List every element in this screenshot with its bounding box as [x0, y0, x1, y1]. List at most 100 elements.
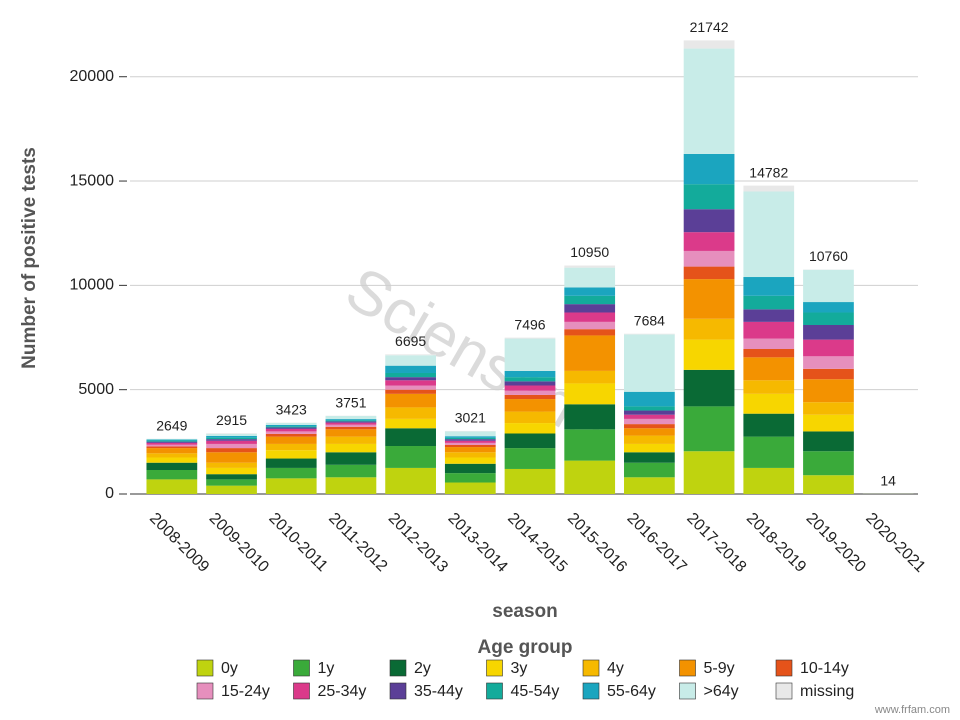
- bar-segment: [265, 427, 317, 429]
- bar-segment: [265, 431, 317, 434]
- bar-segment: [743, 393, 795, 414]
- bar-segment: [743, 467, 795, 494]
- bar-segment: [385, 372, 436, 378]
- bar-segment: [146, 448, 198, 454]
- total-label: 2915: [216, 412, 247, 428]
- bar-segment: [624, 333, 675, 335]
- bar-segment: [803, 379, 854, 403]
- bar-segment: [683, 339, 735, 370]
- bar-segment: [385, 385, 436, 390]
- bar-segment: [803, 312, 854, 326]
- x-tick-label: 2009-2010: [206, 510, 272, 576]
- bar-segment: [564, 287, 616, 296]
- bar-segment: [504, 390, 556, 395]
- bar-segment: [325, 421, 377, 423]
- x-tick-label: 2017-2018: [683, 510, 749, 576]
- bar-segment: [146, 470, 198, 480]
- legend-label: 55-64y: [607, 683, 656, 700]
- total-label: 3423: [276, 401, 307, 417]
- bar-segment: [206, 485, 257, 494]
- x-tick-label: 2019-2020: [803, 510, 869, 576]
- bar-segment: [743, 413, 795, 437]
- bar-segment: [325, 419, 377, 421]
- bar-segment: [624, 418, 675, 425]
- bar-segment: [146, 453, 198, 458]
- bar-segment: [325, 464, 377, 478]
- bar-segment: [683, 318, 735, 340]
- bar-segment: [803, 368, 854, 380]
- legend-label: 25-34y: [318, 683, 367, 700]
- bar-segment: [504, 381, 556, 386]
- y-axis-title: Number of positive tests: [19, 147, 40, 369]
- total-label: 10760: [809, 248, 848, 264]
- bar-segment: [444, 442, 496, 445]
- bar-segment: [624, 435, 675, 444]
- bar-segment: [743, 185, 795, 192]
- bar-segment: [206, 448, 257, 453]
- bar-segment: [803, 402, 854, 415]
- legend-swatch: [775, 682, 793, 700]
- bar-segment: [803, 414, 854, 432]
- bar-segment: [444, 452, 496, 458]
- y-tick-label: 15000: [70, 172, 115, 189]
- x-tick-label: 2020-2021: [862, 510, 928, 576]
- bar-segment: [743, 436, 795, 468]
- bar-segment: [325, 452, 377, 465]
- bar-segment: [683, 232, 735, 251]
- bar-segment: [444, 463, 496, 474]
- y-tick-label: 10000: [70, 277, 115, 294]
- bar-segment: [265, 422, 317, 425]
- total-label: 6695: [395, 333, 426, 349]
- bar-segment: [683, 406, 735, 452]
- credit: www.frfam.com: [874, 704, 950, 716]
- bar-segment: [206, 467, 257, 475]
- x-axis-title: season: [492, 601, 557, 622]
- bar-segment: [803, 339, 854, 357]
- bar-segment: [385, 389, 436, 394]
- bar-segment: [385, 354, 436, 356]
- bar-segment: [265, 428, 317, 432]
- bar-segment: [564, 312, 616, 322]
- total-label: 21742: [690, 19, 729, 35]
- total-label: 7496: [514, 316, 545, 332]
- bar-segment: [325, 426, 377, 430]
- bar-segment: [265, 426, 317, 428]
- bar-segment: [743, 380, 795, 394]
- bar-segment: [444, 444, 496, 448]
- bar-segment: [146, 444, 198, 447]
- legend-label: 45-54y: [511, 683, 560, 700]
- legend-swatch: [582, 659, 600, 677]
- bar-segment: [206, 479, 257, 486]
- bar-segment: [146, 462, 198, 471]
- x-tick-label: 2008-2009: [146, 510, 212, 576]
- bar-segment: [146, 479, 198, 494]
- bar-segment: [444, 439, 496, 441]
- bar-segment: [444, 457, 496, 464]
- y-tick-label: 5000: [78, 381, 114, 398]
- x-tick-label: 2016-2017: [624, 510, 690, 576]
- total-label: 2649: [156, 417, 187, 433]
- bar-segment: [564, 321, 616, 330]
- bar-segment: [564, 404, 616, 430]
- legend-swatch: [775, 659, 793, 677]
- bar-segment: [444, 482, 496, 494]
- bar-segment: [683, 266, 735, 280]
- bar-segment: [325, 415, 377, 420]
- bar-segment: [624, 414, 675, 419]
- bar-segment: [265, 424, 317, 427]
- bar-segment: [385, 407, 436, 419]
- bar-segment: [803, 451, 854, 476]
- bar-segment: [206, 452, 257, 463]
- bar-segment: [743, 338, 795, 349]
- legend-label: 15-24y: [221, 683, 270, 700]
- total-label: 14: [880, 472, 896, 488]
- y-tick-label: 0: [105, 485, 114, 502]
- legend-label: >64y: [704, 683, 739, 700]
- legend-label: 5-9y: [704, 660, 735, 677]
- bar-segment: [265, 467, 317, 479]
- bar-segment: [206, 440, 257, 444]
- bar-segment: [265, 450, 317, 459]
- total-label: 3021: [455, 410, 486, 426]
- bar-segment: [444, 437, 496, 440]
